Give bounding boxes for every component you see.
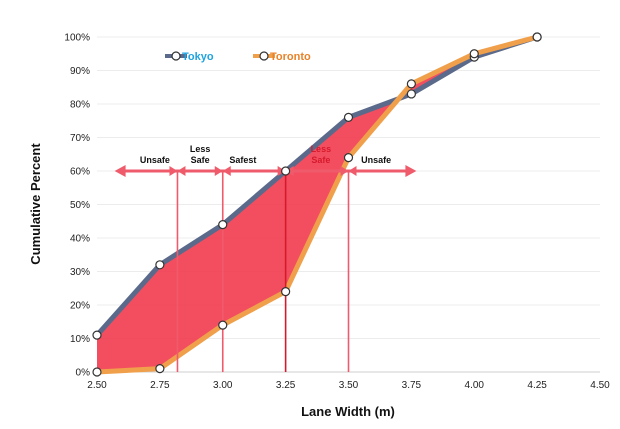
- y-tick-label: 90%: [70, 66, 90, 77]
- zone-arrowhead: [340, 166, 349, 176]
- data-points-group: [92, 32, 542, 377]
- zone-arrowhead: [214, 166, 223, 176]
- reference-lines-group: [114, 165, 417, 372]
- data-point-tokyo: [155, 260, 165, 270]
- legend-label: Toronto: [270, 51, 311, 63]
- zone-arrowhead: [348, 166, 357, 176]
- data-point-tokyo: [406, 89, 416, 99]
- data-point-toronto: [406, 79, 416, 89]
- y-tick-label: 60%: [70, 167, 90, 178]
- zone-label: Unsafe: [361, 155, 391, 165]
- y-tick-label: 10%: [70, 334, 90, 345]
- legend: Tokyo Toronto: [165, 51, 311, 63]
- x-tick-label: 4.00: [465, 380, 485, 391]
- y-tick-label: 100%: [64, 33, 90, 44]
- y-tick-label: 70%: [70, 133, 90, 144]
- data-point-toronto: [532, 32, 542, 42]
- legend-marker: [259, 51, 269, 61]
- zone-label: Safe: [191, 155, 210, 165]
- data-point-toronto: [281, 287, 291, 297]
- y-tick-label: 40%: [70, 234, 90, 245]
- y-tick-label: 50%: [70, 200, 90, 211]
- shaded-region: [97, 37, 538, 372]
- data-point-toronto: [343, 153, 354, 163]
- data-point-toronto: [469, 49, 479, 59]
- y-tick-labels: 0% 10% 20% 30% 40% 50% 60% 70% 80% 90% 100%: [64, 33, 90, 379]
- legend-marker: [171, 51, 181, 61]
- zone-label: Safe: [311, 155, 330, 165]
- x-tick-label: 3.25: [276, 380, 296, 391]
- series-line-tokyo: [95, 34, 538, 337]
- zone-arrowhead: [222, 166, 231, 176]
- y-tick-label: 80%: [70, 100, 90, 111]
- y-tick-label: 20%: [70, 301, 90, 312]
- data-point-toronto: [218, 320, 228, 330]
- data-point-tokyo: [218, 220, 228, 230]
- right-arrowhead: [405, 165, 417, 177]
- legend-label: Tokyo: [182, 51, 214, 63]
- zone-label: Less: [190, 144, 211, 154]
- x-tick-label: 3.00: [213, 380, 233, 391]
- data-point-tokyo: [343, 112, 354, 123]
- series-line-toronto: [96, 34, 538, 375]
- data-point-toronto: [155, 364, 165, 374]
- y-tick-label: 0%: [76, 368, 91, 379]
- x-tick-label: 2.75: [150, 380, 170, 391]
- shaded-region-group: [97, 37, 538, 372]
- series-lines-group: [95, 34, 538, 375]
- y-tick-label: 30%: [70, 267, 90, 278]
- data-point-tokyo: [281, 166, 291, 176]
- x-axis-title: Lane Width (m): [301, 404, 395, 419]
- zone-label: Safest: [229, 155, 256, 165]
- zone-arrowhead: [169, 166, 178, 176]
- data-point-tokyo: [92, 330, 102, 340]
- y-axis-title: Cumulative Percent: [28, 143, 43, 265]
- x-tick-label: 4.25: [527, 380, 547, 391]
- x-tick-label: 4.50: [590, 380, 610, 391]
- data-point-toronto: [92, 367, 102, 377]
- x-tick-label: 3.50: [339, 380, 359, 391]
- x-tick-labels: 2.50 2.75 3.00 3.25 3.50 3.75 4.00 4.25 4.50: [87, 380, 610, 391]
- zone-label: Unsafe: [140, 155, 170, 165]
- x-tick-label: 3.75: [402, 380, 422, 391]
- x-tick-label: 2.50: [87, 380, 107, 391]
- zone-label: Less: [311, 144, 332, 154]
- zone-arrowhead: [177, 166, 186, 176]
- left-arrowhead: [114, 165, 126, 177]
